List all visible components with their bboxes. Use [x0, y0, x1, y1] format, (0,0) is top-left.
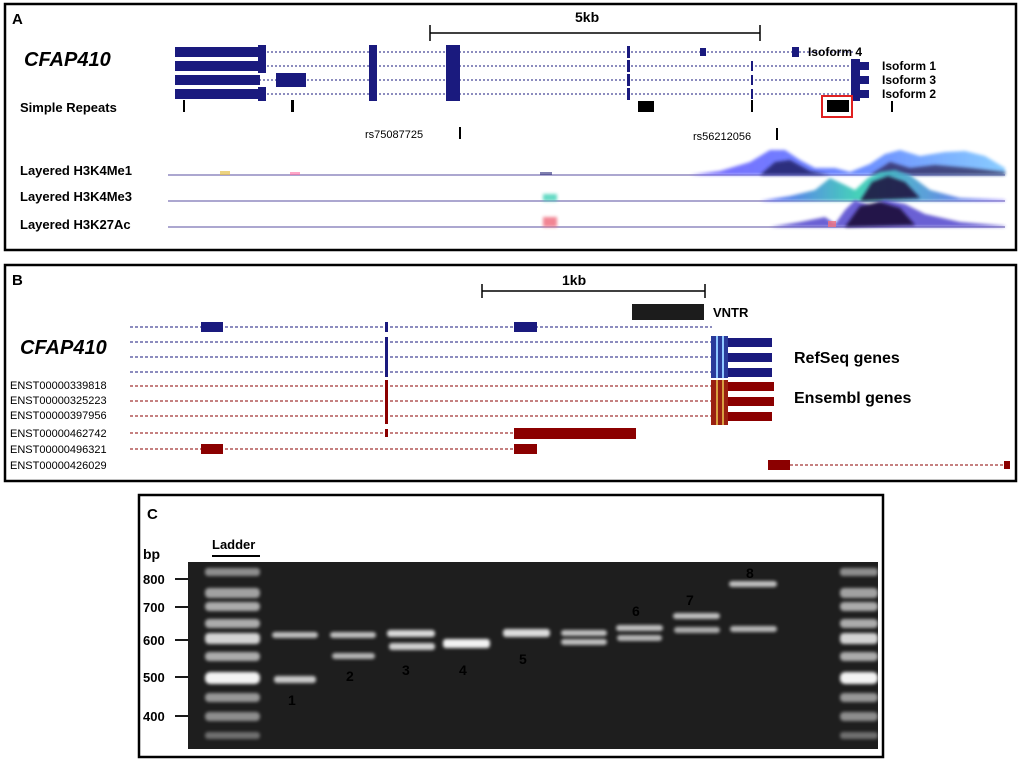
transcript-label-4: ENST00000462742: [10, 428, 107, 440]
lane-7-bands: [616, 625, 663, 641]
scale-bar-1kb: 1kb: [481, 272, 706, 298]
scale-label-1kb: 1kb: [562, 272, 586, 288]
lane-number-4: 4: [459, 662, 467, 678]
panel-b: B 1kb VNTR CFAP410: [3, 263, 1018, 483]
transcript-label-3: ENST00000397956: [10, 410, 107, 422]
panel-b-frame: [3, 263, 1018, 483]
lane-number-8: 8: [746, 565, 754, 581]
vntr-block: [632, 304, 704, 320]
ladder-lane-left: [205, 568, 260, 739]
panel-a-letter: A: [12, 11, 23, 28]
isoform-models: [175, 45, 869, 101]
h3k27ac-track: [168, 200, 1005, 228]
lane-number-1: 1: [288, 692, 296, 708]
ladder-tick-label-500: 500: [143, 670, 165, 685]
track-label-h3k4me1: Layered H3K4Me1: [20, 163, 132, 178]
transcript-label-5: ENST00000496321: [10, 444, 107, 456]
panel-c: C bp Ladder 800 700 600 500 400: [137, 493, 885, 759]
lane-number-6: 6: [632, 603, 640, 619]
ladder-tick-label-800: 800: [143, 572, 165, 587]
lane-1-bands: [272, 632, 318, 683]
transcript-label-1: ENST00000339818: [10, 380, 107, 392]
lane-3-bands: [387, 630, 435, 650]
ladder-lane-right: [840, 568, 878, 739]
lane-9-bands: [729, 581, 777, 632]
panel-a-gene-name: CFAP410: [24, 49, 111, 71]
track-label-h3k27ac: Layered H3K27Ac: [20, 217, 131, 232]
panel-c-letter: C: [147, 506, 158, 523]
transcript-label-2: ENST00000325223: [10, 395, 107, 407]
lane-8-bands: [673, 613, 720, 633]
track-label-h3k4me3: Layered H3K4Me3: [20, 189, 132, 204]
ladder-label: Ladder: [212, 537, 255, 552]
panel-b-letter: B: [12, 272, 23, 289]
ensembl-genes-label: Ensembl genes: [794, 390, 911, 407]
panel-a: A CFAP410 5kb: [3, 2, 1018, 252]
panel-b-gene-name: CFAP410: [20, 337, 107, 359]
ladder-tick-label-600: 600: [143, 633, 165, 648]
refseq-tracks: [130, 322, 772, 378]
scale-label-5kb: 5kb: [575, 9, 599, 25]
snp-label-rs75087725: rs75087725: [365, 129, 423, 141]
lane-number-5: 5: [519, 651, 527, 667]
isoform-label-2: Isoform 2: [882, 87, 936, 101]
ladder-tick-label-700: 700: [143, 600, 165, 615]
lane-number-3: 3: [402, 662, 410, 678]
ladder-tick-label-400: 400: [143, 709, 165, 724]
panel-a-frame: [3, 2, 1018, 252]
transcript-label-6: ENST00000426029: [10, 460, 107, 472]
unit-label: bp: [143, 546, 160, 562]
simple-repeats-label: Simple Repeats: [20, 100, 117, 115]
h3k4me1-track: [168, 150, 1005, 176]
simple-repeats-track: [183, 100, 893, 112]
snp-mark-rs56212056: [776, 128, 778, 140]
panel-c-frame: [137, 493, 885, 759]
vntr-highlight-box: [821, 95, 853, 118]
lane-number-2: 2: [346, 668, 354, 684]
gel-image: [188, 562, 878, 749]
isoform-label-3: Isoform 3: [882, 73, 936, 87]
h3k4me3-track: [168, 170, 1005, 202]
snp-label-rs56212056: rs56212056: [693, 131, 751, 143]
vntr-label: VNTR: [713, 305, 749, 320]
lane-6-bands: [561, 630, 607, 645]
lane-4-bands: [443, 639, 490, 648]
refseq-genes-label: RefSeq genes: [794, 350, 900, 367]
lane-number-7: 7: [686, 592, 694, 608]
snp-mark-rs75087725: [459, 127, 461, 139]
lane-2-bands: [330, 632, 376, 659]
ensembl-tracks: [130, 380, 1010, 470]
lane-5-bands: [503, 629, 550, 637]
isoform-label-1: Isoform 1: [882, 59, 936, 73]
isoform-label-4: Isoform 4: [808, 45, 862, 59]
scale-bar-5kb: 5kb: [429, 9, 761, 41]
ladder-ticks: [175, 578, 188, 717]
